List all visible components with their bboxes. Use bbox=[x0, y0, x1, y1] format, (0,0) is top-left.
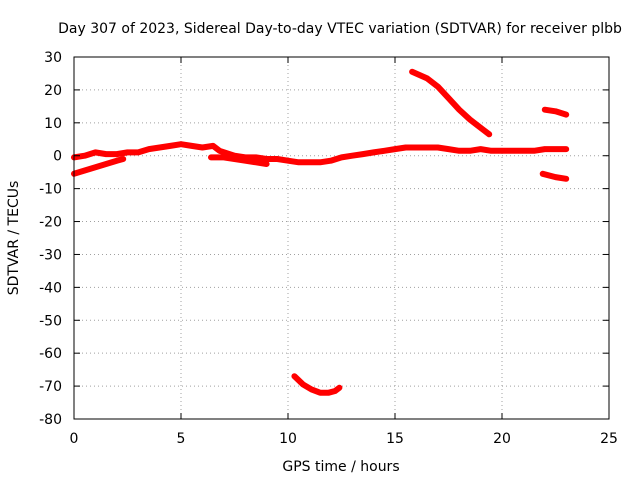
x-tick-label: 0 bbox=[70, 431, 79, 447]
y-tick-label: -60 bbox=[39, 346, 62, 362]
axis-ticks: 30 20 10 0 -10 -20 -30 -40 -50 -60 -70 -80 0 5 10 15 20 2… bbox=[39, 50, 618, 447]
upper-late-trace bbox=[541, 106, 570, 118]
y-tick-label: 10 bbox=[44, 116, 62, 132]
grid-layer bbox=[74, 57, 609, 419]
x-tick-label: 20 bbox=[493, 431, 511, 447]
y-tick-label: 30 bbox=[44, 50, 62, 66]
descending-arc-trace bbox=[409, 68, 493, 138]
x-tick-label: 10 bbox=[279, 431, 297, 447]
y-tick-label: 20 bbox=[44, 83, 62, 99]
y-axis-label: SDTVAR / TECUs bbox=[6, 181, 22, 296]
x-tick-label: 15 bbox=[386, 431, 404, 447]
x-tick-label: 5 bbox=[177, 431, 186, 447]
lower-late-trace bbox=[539, 170, 570, 182]
y-tick-label: -10 bbox=[39, 182, 62, 198]
data-traces bbox=[71, 68, 570, 396]
y-tick-label: -70 bbox=[39, 379, 62, 395]
y-tick-label: -30 bbox=[39, 247, 62, 263]
main-trace bbox=[71, 141, 570, 166]
y-tick-label: -50 bbox=[39, 313, 62, 329]
bottom-dip-trace bbox=[291, 373, 343, 396]
x-axis-label: GPS time / hours bbox=[282, 459, 399, 475]
chart-title: Day 307 of 2023, Sidereal Day-to-day VTE… bbox=[58, 21, 622, 37]
lower-early-trace bbox=[71, 156, 127, 177]
parallel-band-trace bbox=[208, 154, 270, 167]
y-tick-label: -80 bbox=[39, 412, 62, 428]
y-tick-label: 0 bbox=[53, 149, 62, 165]
y-tick-label: -20 bbox=[39, 215, 62, 231]
x-tick-label: 25 bbox=[600, 431, 618, 447]
y-tick-label: -40 bbox=[39, 280, 62, 296]
plot-frame bbox=[73, 56, 610, 420]
